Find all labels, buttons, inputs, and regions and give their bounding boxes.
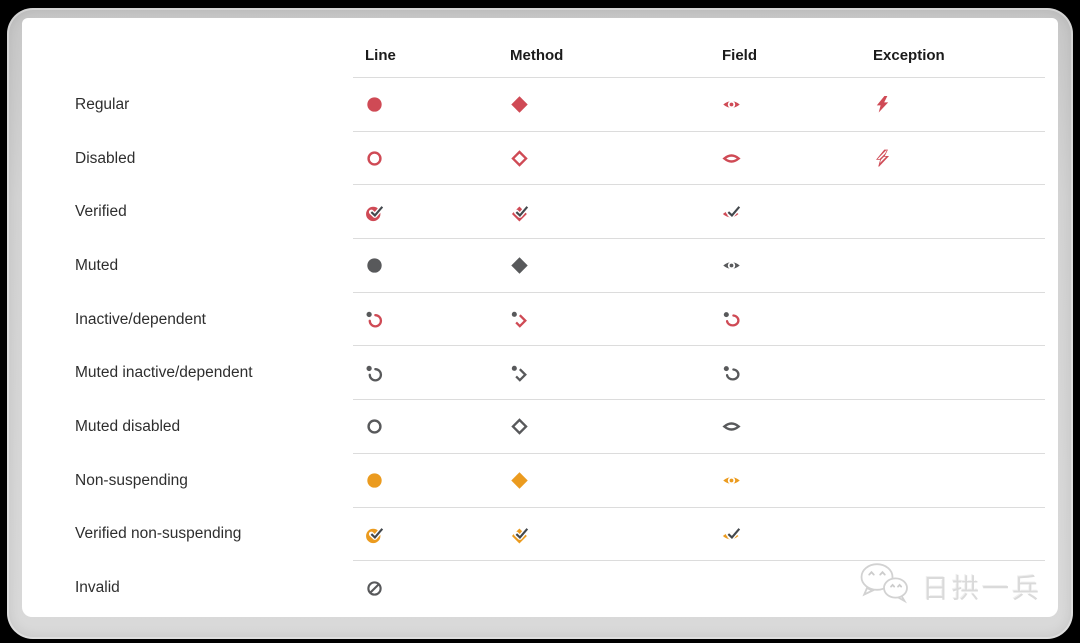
column-header-line: Line bbox=[365, 46, 396, 64]
icon-cell-line bbox=[353, 417, 498, 436]
icon-cell-method bbox=[498, 310, 710, 329]
table-row: Regular bbox=[22, 78, 1058, 132]
icon-cell-field bbox=[710, 471, 861, 490]
icon-cell-line bbox=[353, 364, 498, 383]
eye-filled-icon bbox=[722, 95, 741, 114]
circle-check-icon bbox=[365, 203, 384, 222]
watermark-text: 日拱一兵 bbox=[922, 574, 1042, 604]
icon-cell-line bbox=[353, 256, 498, 275]
icon-cell-line bbox=[353, 95, 498, 114]
app-window: Line Method Field Exception Regular Disab… bbox=[7, 8, 1073, 639]
icon-cell-line bbox=[353, 579, 498, 598]
icon-cell-field bbox=[710, 203, 861, 222]
circle-arc-dot-icon bbox=[365, 310, 384, 329]
circle-filled-icon bbox=[365, 95, 384, 114]
table-rows: Regular Disabled Verified Muted Inactive/dep… bbox=[22, 78, 1058, 615]
header-spacer bbox=[22, 41, 353, 55]
row-label: Muted bbox=[75, 256, 119, 274]
breakpoints-table: Line Method Field Exception Regular Disab… bbox=[22, 18, 1058, 615]
eye-arc-dot-icon bbox=[722, 310, 741, 329]
circle-outline-icon bbox=[365, 417, 384, 436]
row-label: Muted disabled bbox=[75, 417, 181, 435]
diamond-outline-icon bbox=[510, 417, 529, 436]
icon-cell-field bbox=[710, 417, 861, 436]
column-header-exception: Exception bbox=[873, 46, 945, 64]
bolt-hatched-icon bbox=[873, 149, 892, 168]
diamond-filled-icon bbox=[510, 471, 529, 490]
eye-check-icon bbox=[722, 525, 741, 544]
eye-filled-icon bbox=[722, 471, 741, 490]
table-row: Verified non-suspending bbox=[22, 508, 1058, 562]
icon-cell-line bbox=[353, 149, 498, 168]
icon-cell-line bbox=[353, 203, 498, 222]
table-row: Non-suspending bbox=[22, 454, 1058, 508]
circle-outline-icon bbox=[365, 149, 384, 168]
diamond-check-icon bbox=[510, 203, 529, 222]
icon-cell-field bbox=[710, 256, 861, 275]
diamond-arc-dot-icon bbox=[510, 310, 529, 329]
icon-cell-method bbox=[498, 417, 710, 436]
circle-slash-icon bbox=[365, 579, 384, 598]
column-header-field: Field bbox=[722, 46, 758, 64]
row-label: Non-suspending bbox=[75, 471, 188, 489]
table-row: Inactive/dependent bbox=[22, 293, 1058, 347]
icon-cell-method bbox=[498, 256, 710, 275]
row-label: Verified non-suspending bbox=[75, 525, 242, 543]
bolt-filled-icon bbox=[873, 95, 892, 114]
icon-cell-field bbox=[710, 149, 861, 168]
wechat-icon bbox=[857, 562, 913, 611]
icon-cell-method bbox=[498, 95, 710, 114]
table-row: Verified bbox=[22, 185, 1058, 239]
eye-check-icon bbox=[722, 203, 741, 222]
icon-cell-method bbox=[498, 364, 710, 383]
icon-cell-field bbox=[710, 310, 861, 329]
table-row: Muted bbox=[22, 239, 1058, 293]
diamond-outline-icon bbox=[510, 149, 529, 168]
column-header-method: Method bbox=[510, 46, 564, 64]
eye-filled-icon bbox=[722, 256, 741, 275]
table-row: Invalid bbox=[22, 561, 1058, 615]
circle-arc-dot-icon bbox=[365, 364, 384, 383]
circle-filled-icon bbox=[365, 256, 384, 275]
icon-cell-line bbox=[353, 525, 498, 544]
eye-outline-icon bbox=[722, 417, 741, 436]
row-label: Muted inactive/dependent bbox=[75, 364, 253, 382]
row-label: Invalid bbox=[75, 579, 120, 597]
icon-cell-method bbox=[498, 525, 710, 544]
diamond-filled-icon bbox=[510, 95, 529, 114]
row-label: Disabled bbox=[75, 149, 136, 167]
icon-cell-method bbox=[498, 149, 710, 168]
row-label: Regular bbox=[75, 95, 130, 113]
icon-cell-field bbox=[710, 95, 861, 114]
icon-cell-line bbox=[353, 310, 498, 329]
diamond-check-icon bbox=[510, 525, 529, 544]
circle-check-icon bbox=[365, 525, 384, 544]
icon-cell-field bbox=[710, 364, 861, 383]
row-label: Verified bbox=[75, 203, 127, 221]
watermark: 日拱一兵 bbox=[857, 562, 1042, 611]
table-row: Disabled bbox=[22, 132, 1058, 186]
table-header-row: Line Method Field Exception bbox=[22, 18, 1058, 78]
icon-cell-line bbox=[353, 471, 498, 490]
content-card: Line Method Field Exception Regular Disab… bbox=[22, 18, 1058, 617]
icon-cell-exception bbox=[861, 95, 1058, 114]
icon-cell-field bbox=[710, 525, 861, 544]
icon-cell-exception bbox=[861, 149, 1058, 168]
table-row: Muted disabled bbox=[22, 400, 1058, 454]
eye-outline-icon bbox=[722, 149, 741, 168]
diamond-arc-dot-icon bbox=[510, 364, 529, 383]
row-label: Inactive/dependent bbox=[75, 310, 206, 328]
table-row: Muted inactive/dependent bbox=[22, 346, 1058, 400]
icon-cell-method bbox=[498, 471, 710, 490]
icon-cell-method bbox=[498, 203, 710, 222]
diamond-filled-icon bbox=[510, 256, 529, 275]
eye-arc-dot-icon bbox=[722, 364, 741, 383]
circle-filled-icon bbox=[365, 471, 384, 490]
